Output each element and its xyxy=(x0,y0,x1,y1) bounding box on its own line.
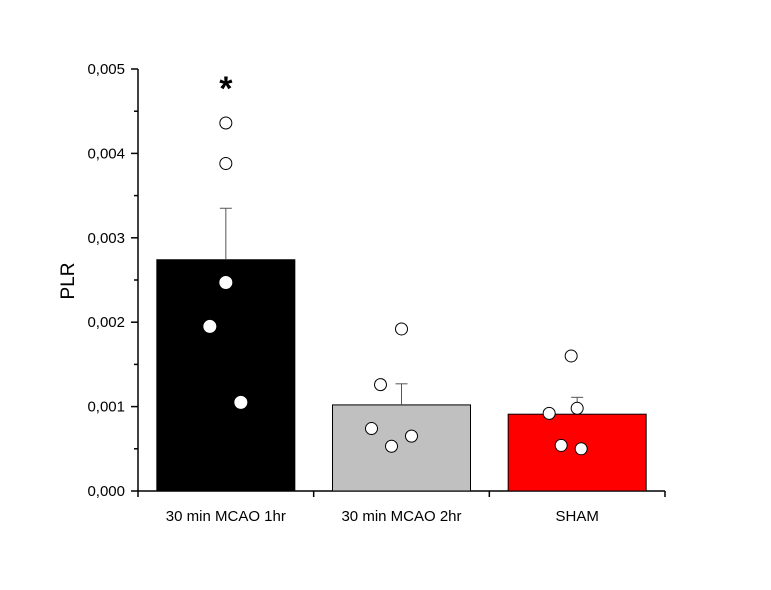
y-tick-label: 0,003 xyxy=(87,230,125,247)
x-tick-label: 30 min MCAO 2hr xyxy=(341,508,461,525)
data-points xyxy=(203,116,588,456)
data-point xyxy=(234,395,248,409)
data-point xyxy=(564,349,578,363)
data-point xyxy=(203,319,217,333)
x-tick-label: SHAM xyxy=(555,508,598,525)
bar xyxy=(332,404,471,492)
data-point xyxy=(365,422,378,436)
labels: 0,000 0,001 0,002 0,003 0,004 0,005 30 min MCA… xyxy=(87,61,598,525)
data-point xyxy=(554,438,568,452)
bars xyxy=(156,259,647,492)
data-point xyxy=(570,401,584,415)
data-point xyxy=(574,442,588,456)
data-point xyxy=(395,322,408,336)
error-bars xyxy=(219,207,584,415)
significance-asterisk: * xyxy=(219,70,233,108)
data-point xyxy=(219,157,233,171)
y-tick-label: 0,005 xyxy=(87,61,125,78)
y-tick-label: 0,001 xyxy=(87,399,125,416)
bar xyxy=(156,259,296,492)
data-point xyxy=(385,439,398,453)
y-axis-title: PLR xyxy=(58,263,79,300)
y-tick-label: 0,002 xyxy=(87,314,125,331)
y-tick-label: 0,004 xyxy=(87,145,125,162)
y-tick-label: 0,000 xyxy=(87,483,125,500)
x-tick-label: 30 min MCAO 1hr xyxy=(166,508,286,525)
data-point xyxy=(219,276,233,290)
data-point xyxy=(542,406,556,420)
data-point xyxy=(374,378,387,392)
data-point xyxy=(405,429,418,443)
data-point xyxy=(219,116,233,130)
